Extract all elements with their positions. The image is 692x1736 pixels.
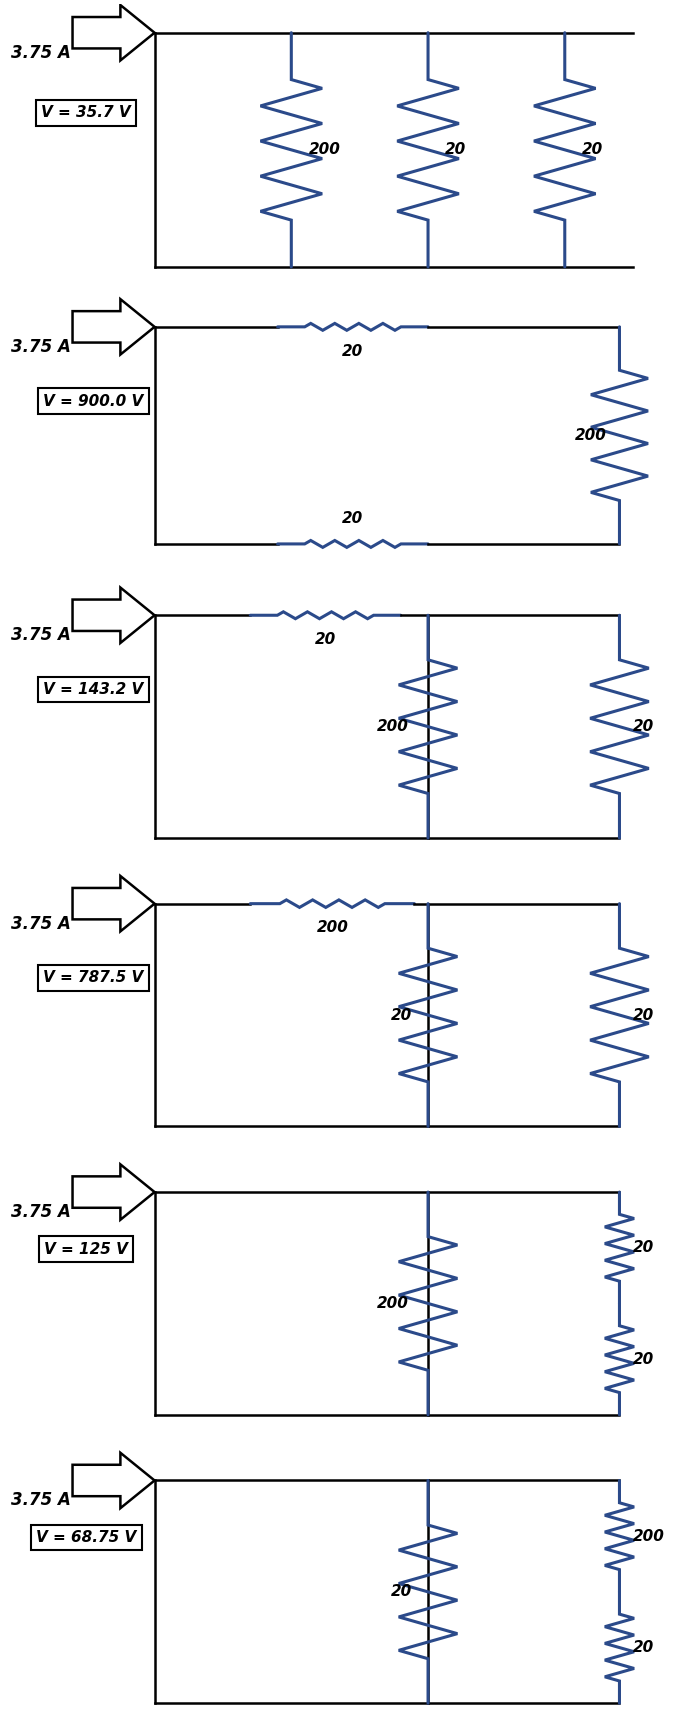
Text: 3.75 A: 3.75 A (11, 1203, 71, 1220)
Text: 200: 200 (309, 142, 340, 158)
Text: 20: 20 (633, 1007, 655, 1023)
Text: 20: 20 (390, 1007, 412, 1023)
Text: 20: 20 (633, 1240, 655, 1255)
Text: 200: 200 (633, 1529, 665, 1543)
Text: V = 125 V: V = 125 V (44, 1241, 128, 1257)
Text: 200: 200 (376, 719, 409, 734)
Text: 20: 20 (582, 142, 603, 158)
Text: 20: 20 (445, 142, 466, 158)
Text: 3.75 A: 3.75 A (11, 1491, 71, 1510)
Text: V = 68.75 V: V = 68.75 V (36, 1529, 136, 1545)
Text: 20: 20 (343, 344, 363, 359)
Text: V = 35.7 V: V = 35.7 V (42, 106, 131, 120)
Text: 200: 200 (376, 1297, 409, 1311)
Text: 20: 20 (633, 1641, 655, 1654)
Text: 3.75 A: 3.75 A (11, 339, 71, 356)
Text: 20: 20 (343, 510, 363, 526)
Text: V = 143.2 V: V = 143.2 V (43, 682, 143, 698)
Text: V = 900.0 V: V = 900.0 V (43, 394, 143, 408)
Text: 3.75 A: 3.75 A (11, 915, 71, 932)
Text: V = 787.5 V: V = 787.5 V (43, 970, 143, 986)
Text: 200: 200 (316, 920, 348, 936)
Text: 20: 20 (390, 1585, 412, 1599)
Text: 20: 20 (315, 632, 336, 648)
Text: 200: 200 (575, 427, 607, 443)
Text: 20: 20 (633, 1352, 655, 1366)
Text: 20: 20 (633, 719, 655, 734)
Text: 3.75 A: 3.75 A (11, 627, 71, 644)
Text: 3.75 A: 3.75 A (11, 43, 71, 62)
